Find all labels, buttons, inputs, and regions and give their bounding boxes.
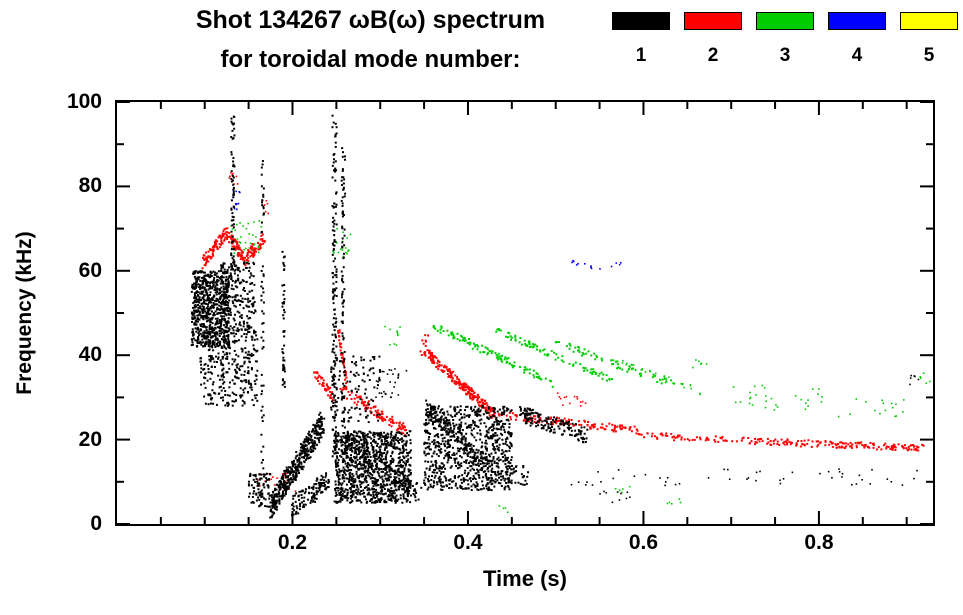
x-axis-label: Time (s) <box>483 566 567 591</box>
spectrogram-canvas <box>117 102 933 524</box>
mode-legend: 1 2 3 4 5 <box>612 12 958 67</box>
x-tick-label: 0.2 <box>277 531 308 554</box>
y-tick-label: 40 <box>78 343 102 367</box>
legend-item-mode-2: 2 <box>684 12 742 67</box>
x-tick-label: 0.4 <box>453 531 483 554</box>
legend-swatch-mode-3 <box>756 12 814 30</box>
legend-mode-number: 4 <box>851 45 863 66</box>
legend-item-mode-1: 1 <box>612 12 670 67</box>
legend-item-mode-4: 4 <box>828 12 886 67</box>
title-block: Shot 134267 ωB(ω) spectrum for toroidal … <box>108 6 633 74</box>
legend-swatch-mode-5 <box>900 12 958 30</box>
y-tick-label: 60 <box>78 258 102 282</box>
legend-item-mode-3: 3 <box>756 12 814 67</box>
legend-item-mode-5: 5 <box>900 12 958 67</box>
y-tick-label: 100 <box>66 90 102 113</box>
legend-swatch-mode-1 <box>612 12 670 30</box>
y-tick-label: 0 <box>90 512 102 535</box>
x-tick-label: 0.6 <box>628 531 659 554</box>
legend-mode-number: 3 <box>779 45 791 66</box>
x-tick-label: 0.8 <box>804 531 834 554</box>
y-tick-label: 80 <box>78 174 102 198</box>
chart-title: Shot 134267 ωB(ω) spectrum <box>195 6 546 34</box>
legend-swatch-mode-4 <box>828 12 886 30</box>
legend-mode-number: 2 <box>707 45 719 66</box>
plot-area <box>115 100 935 526</box>
y-tick-label: 20 <box>78 427 102 451</box>
y-axis-label: Frequency (kHz) <box>13 231 36 395</box>
legend-mode-number: 5 <box>923 45 935 66</box>
legend-swatch-mode-2 <box>684 12 742 30</box>
chart-subtitle: for toroidal mode number: <box>220 46 521 73</box>
legend-mode-number: 1 <box>635 45 647 66</box>
